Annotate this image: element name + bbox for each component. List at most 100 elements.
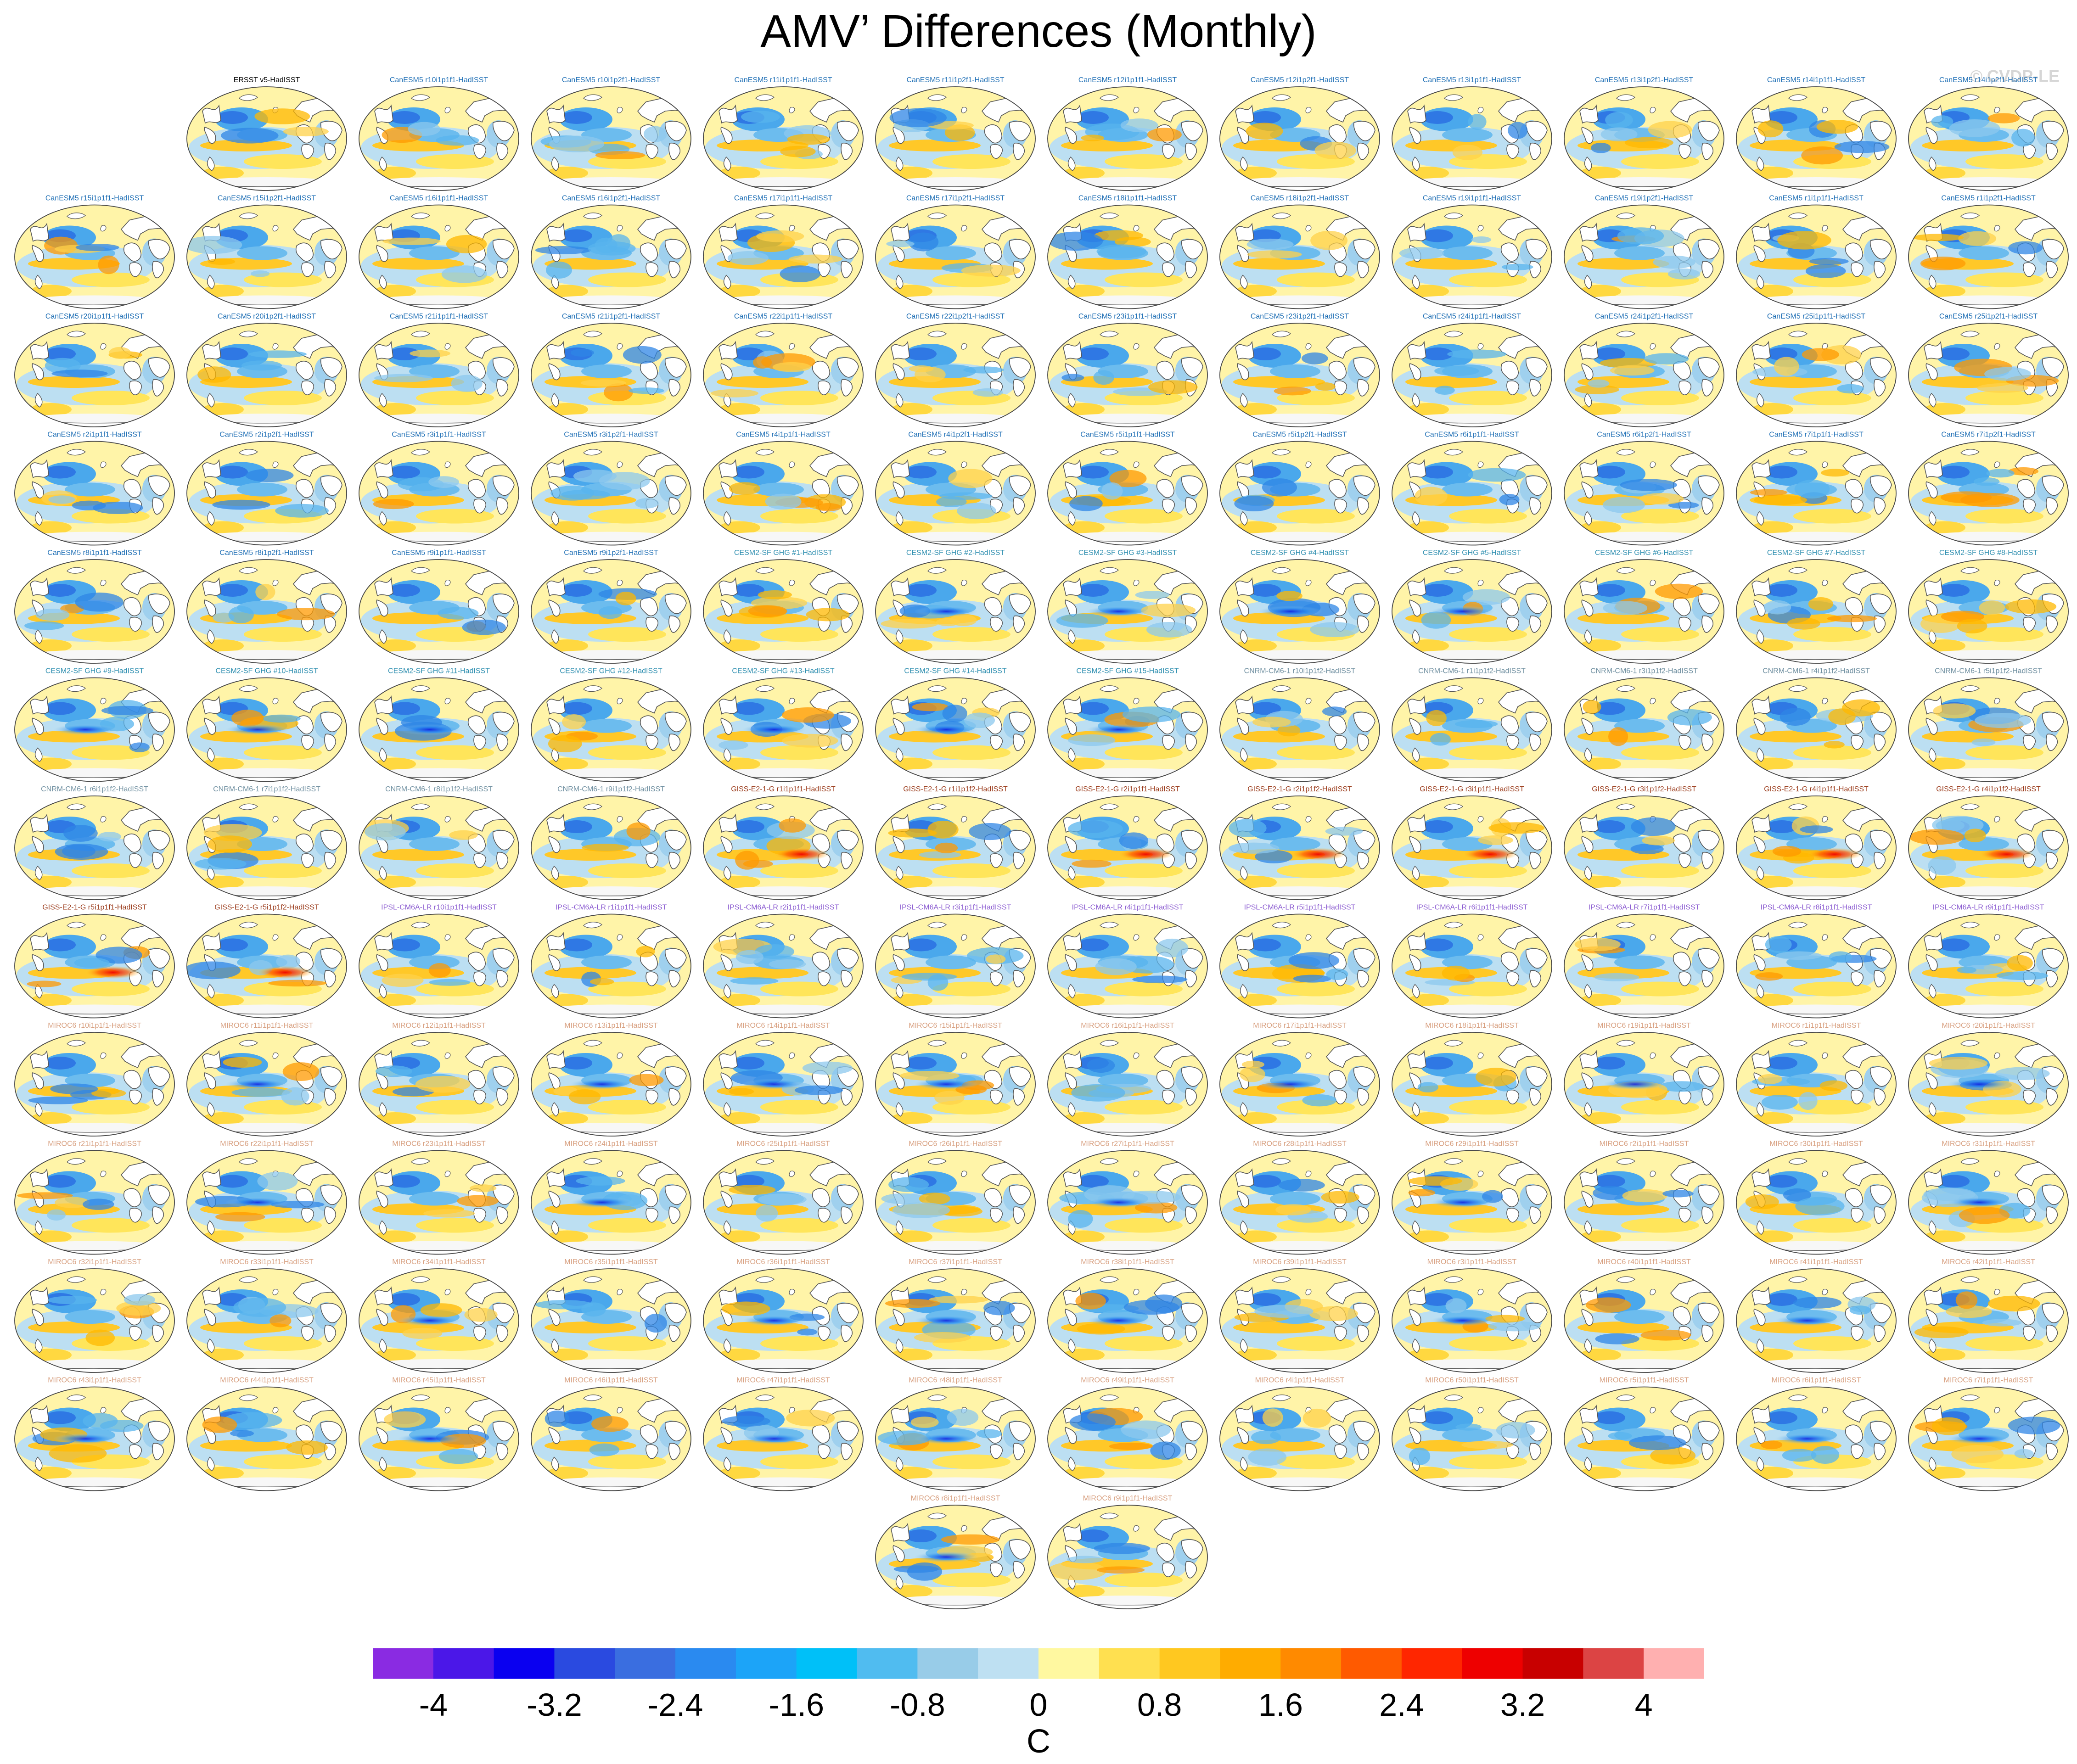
map-field: [359, 914, 519, 1018]
anomaly-patch: [626, 822, 651, 840]
anomaly-patch: [1096, 244, 1147, 258]
globe-outline: [1736, 86, 1897, 191]
globe-outline: [703, 795, 864, 900]
panel-label: MIROC6 r49i1p1f1-HadISST: [1081, 1377, 1174, 1384]
anomaly-patch: [231, 710, 264, 727]
anomaly-patch: [17, 1192, 73, 1199]
credit-watermark: © CVDP-LE: [1970, 67, 2060, 85]
anomaly-patch: [228, 606, 254, 623]
map-field: [531, 1387, 691, 1491]
map-panel: MIROC6 r16i1p1f1-HadISST: [1047, 1022, 1208, 1137]
strong-cold-anomaly: [914, 606, 978, 617]
map-field: [703, 441, 863, 545]
globe-outline: [1736, 1150, 1897, 1255]
panel-label: CanESM5 r11i1p1f1-HadISST: [734, 76, 832, 84]
map-field: [187, 1387, 347, 1491]
anomaly-patch: [1475, 1068, 1516, 1086]
anomaly-patch: [438, 607, 479, 620]
globe-outline: [1564, 1032, 1724, 1137]
anomaly-patch: [85, 1329, 115, 1346]
globe-outline: [531, 204, 691, 309]
anomaly-patch: [275, 504, 329, 518]
strong-cold-anomaly: [742, 1079, 806, 1090]
anomaly-patch: [1309, 1306, 1358, 1321]
anomaly-patch: [91, 1088, 126, 1098]
strong-warm-anomaly: [774, 848, 829, 861]
panel-label: CNRM-CM6-1 r5i1p1f2-HadISST: [1935, 667, 2042, 675]
panel-label: GISS-E2-1-G r3i1p1f2-HadISST: [1592, 785, 1696, 793]
map-panel: IPSL-CM6A-LR r6i1p1f1-HadISST: [1392, 904, 1552, 1019]
strong-cold-anomaly: [914, 1079, 978, 1090]
panel-label: CanESM5 r21i1p1f1-HadISST: [390, 313, 488, 320]
anomaly-patch: [95, 946, 142, 964]
panel-label: CNRM-CM6-1 r3i1p1f2-HadISST: [1590, 667, 1698, 675]
globe-outline: [1047, 795, 1208, 900]
anomaly-patch: [1909, 829, 1965, 845]
globe-outline: [359, 441, 519, 546]
globe-outline: [531, 323, 691, 427]
anomaly-patch: [281, 1087, 309, 1106]
globe-outline: [703, 323, 864, 427]
anomaly-patch: [1975, 712, 2031, 728]
globe-outline: [1908, 913, 2069, 1019]
anomaly-patch: [899, 1070, 960, 1081]
map-panel: CanESM5 r12i1p1f1-HadISST: [1047, 76, 1208, 191]
map-field: [1048, 323, 1207, 427]
strong-cold-anomaly: [1258, 1079, 1323, 1090]
map-field: [876, 914, 1035, 1018]
strong-cold-anomaly: [742, 1433, 806, 1445]
anomaly-patch: [1278, 1179, 1325, 1192]
map-panel: IPSL-CM6A-LR r2i1p1f1-HadISST: [703, 904, 864, 1019]
anomaly-patch: [1310, 230, 1348, 250]
map-field: [1564, 1150, 1724, 1254]
map-field: [1564, 560, 1724, 663]
globe-outline: [1219, 559, 1380, 664]
map-panel: CESM2-SF GHG #12-HadISST: [531, 667, 691, 782]
map-panel: CanESM5 r6i1p2f1-HadISST: [1564, 431, 1724, 546]
anomaly-patch: [615, 592, 636, 605]
map-panel: CanESM5 r25i1p2f1-HadISST: [1908, 313, 2069, 427]
panel-label: CESM2-SF GHG #2-HadISST: [906, 549, 1005, 557]
map-field: [1048, 796, 1207, 900]
anomaly-patch: [1147, 128, 1182, 142]
map-field: [15, 796, 174, 900]
globe-outline: [1047, 1032, 1208, 1137]
panel-label: MIROC6 r41i1p1f1-HadISST: [1769, 1258, 1863, 1266]
strong-cold-anomaly: [1947, 1197, 2011, 1208]
anomaly-patch: [1302, 352, 1328, 364]
map-field: [1048, 678, 1207, 782]
globe-outline: [14, 559, 175, 664]
colorbar-segment: [796, 1648, 858, 1679]
panel-label: ERSST v5-HadISST: [234, 76, 300, 84]
map-field: [876, 1387, 1035, 1491]
anomaly-patch: [1776, 951, 1822, 960]
anomaly-patch: [1322, 706, 1347, 717]
strong-warm-anomaly: [1463, 848, 1518, 861]
colorbar-segment: [1522, 1648, 1583, 1679]
globe-outline: [359, 86, 519, 191]
globe-outline: [1219, 795, 1380, 900]
map-field: [359, 441, 519, 545]
map-panel: IPSL-CM6A-LR r8i1p1f1-HadISST: [1736, 904, 1897, 1019]
anomaly-patch: [1648, 121, 1692, 139]
map-panel: MIROC6 r25i1p1f1-HadISST: [703, 1140, 864, 1255]
colorbar-segment: [1280, 1648, 1342, 1679]
anomaly-patch: [1639, 493, 1684, 505]
map-panel: CNRM-CM6-1 r4i1p1f2-HadISST: [1736, 667, 1897, 782]
map-panel: GISS-E2-1-G r5i1p1f2-HadISST: [186, 904, 347, 1019]
map-panel: CanESM5 r14i1p2f1-HadISST: [1908, 76, 2069, 191]
map-panel: CESM2-SF GHG #13-HadISST: [703, 667, 864, 782]
colorbar-tick-label: 3.2: [1500, 1687, 1545, 1723]
map-panel: MIROC6 r10i1p1f1-HadISST: [14, 1022, 175, 1137]
map-panel: CanESM5 r12i1p2f1-HadISST: [1219, 76, 1380, 191]
anomaly-patch: [202, 1416, 237, 1433]
anomaly-patch: [914, 1332, 971, 1343]
anomaly-patch: [1787, 617, 1820, 630]
anomaly-patch: [756, 230, 804, 242]
anomaly-patch: [941, 1534, 1000, 1545]
map-panel: GISS-E2-1-G r1i1p1f2-HadISST: [875, 785, 1036, 900]
map-field: [876, 87, 1035, 190]
map-field: [359, 323, 519, 427]
map-panel: MIROC6 r42i1p1f1-HadISST: [1908, 1258, 2069, 1373]
map-panel: GISS-E2-1-G r4i1p1f2-HadISST: [1908, 785, 2069, 900]
